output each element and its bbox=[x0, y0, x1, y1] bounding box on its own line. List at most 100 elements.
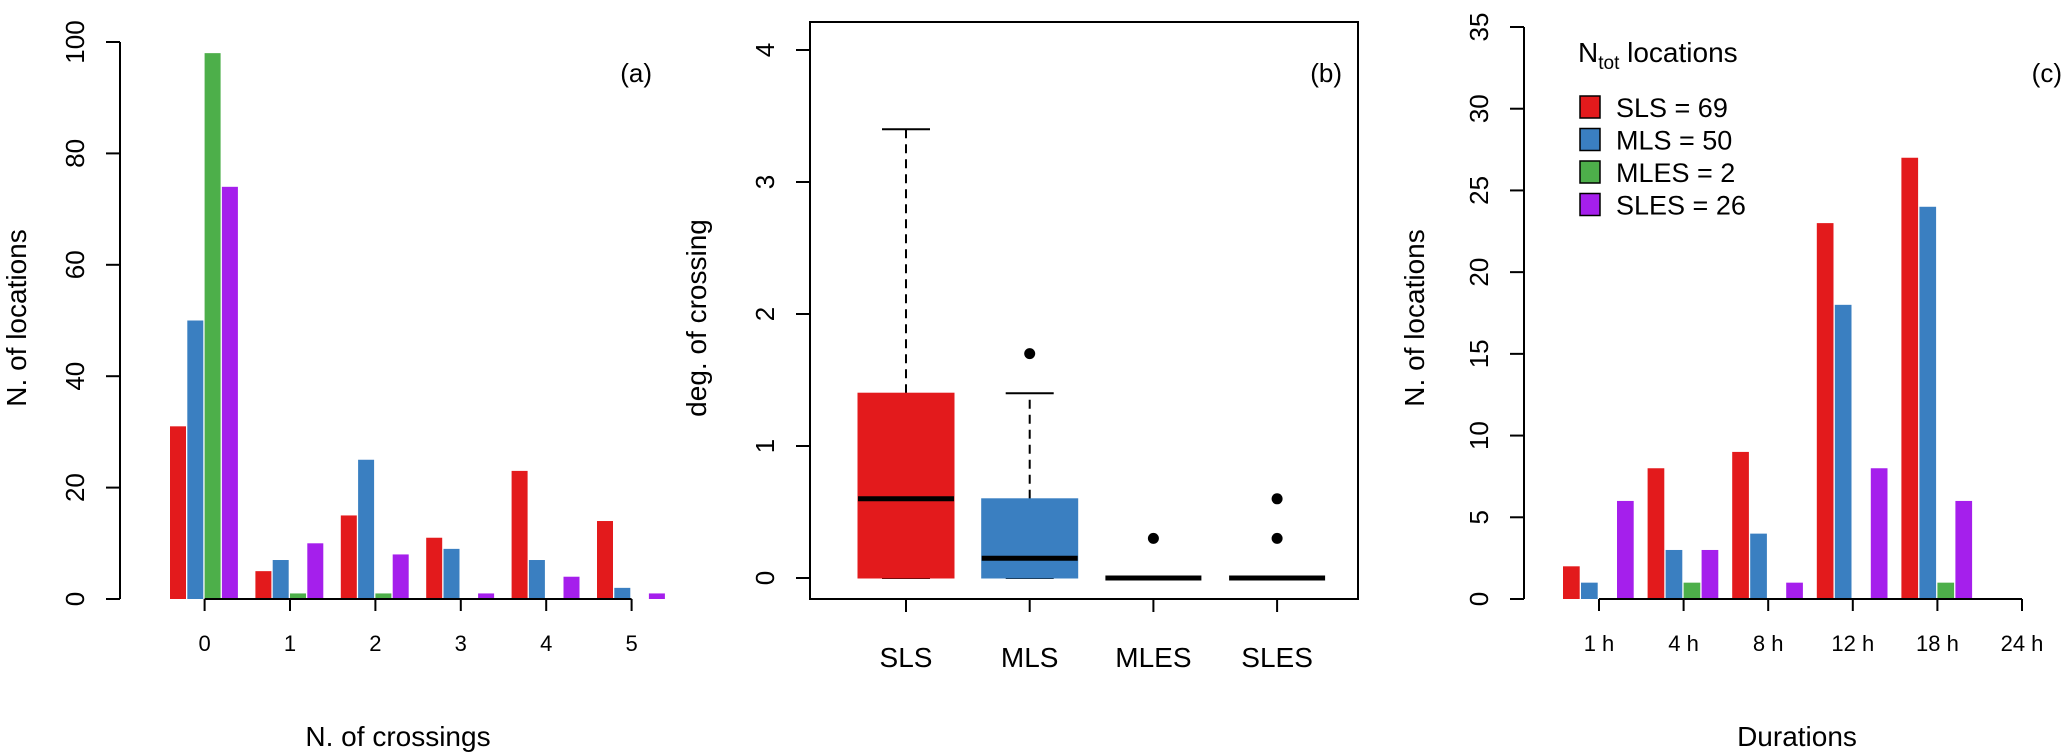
panel-a-bar-mls bbox=[272, 560, 289, 599]
panel-b-box-mls bbox=[981, 498, 1079, 579]
panel-b-box-plot: (b) deg. of crossing 0 1 2 3 4 SLS MLS MLES SLES bbox=[681, 21, 1359, 673]
panel-c-y-tick-label: 0 bbox=[1464, 592, 1494, 606]
panel-c-y-tick-label: 15 bbox=[1464, 339, 1494, 368]
panel-c-bar-mls bbox=[1665, 549, 1683, 599]
panel-c-bar-mls bbox=[1581, 582, 1598, 599]
panel-a-bar-sls bbox=[340, 515, 357, 599]
panel-c-bar-sls bbox=[1901, 157, 1919, 599]
panel-c-bar-mles bbox=[1683, 582, 1701, 599]
panel-c-bar-mls bbox=[1750, 533, 1767, 599]
panel-a-bar-sls bbox=[170, 426, 186, 599]
panel-a-bar-sles bbox=[478, 593, 495, 599]
panel-a-x-tick-label: 1 bbox=[284, 631, 296, 656]
panel-a-y-tick-label: 100 bbox=[60, 20, 90, 63]
panel-c-bar-sles bbox=[1617, 500, 1634, 599]
panel-a-x-tick-label: 5 bbox=[625, 631, 637, 656]
panel-c-bar-sles bbox=[1870, 468, 1888, 599]
panel-c-y-tick-label: 35 bbox=[1464, 13, 1494, 42]
panel-c-bar-sls bbox=[1732, 451, 1749, 599]
panel-c-x-tick-label: 1 h bbox=[1584, 631, 1615, 656]
panel-a-bar-mles bbox=[290, 593, 306, 599]
panel-c-bar-mles bbox=[1937, 582, 1955, 599]
legend-swatch-mls bbox=[1579, 127, 1601, 152]
panel-b-x-tick-label: SLS bbox=[880, 642, 933, 673]
legend-swatch-mles bbox=[1579, 160, 1601, 184]
panel-a-bar-mls bbox=[614, 587, 631, 599]
panel-a-bar-sls bbox=[426, 537, 443, 599]
legend-title-rest: locations bbox=[1619, 37, 1737, 68]
panel-a-bar-sls bbox=[597, 521, 613, 599]
panel-a-y-tick-label: 0 bbox=[60, 592, 90, 606]
legend-title-subscript: tot bbox=[1598, 53, 1620, 74]
panel-c-bar-sles bbox=[1786, 582, 1803, 599]
panel-a-ylabel: N. of locations bbox=[1, 229, 32, 406]
panel-c-bar-sls bbox=[1563, 566, 1580, 599]
panel-a-bar-mls bbox=[187, 320, 204, 599]
panel-a-bar-mls bbox=[358, 459, 375, 599]
panel-c-x-tick-label: 18 h bbox=[1916, 631, 1959, 656]
panel-a-bar-sles bbox=[307, 543, 324, 599]
panel-b-outlier-sles bbox=[1271, 493, 1283, 505]
panel-c-y-tick-label: 30 bbox=[1464, 94, 1494, 123]
panel-c-bar-chart: (c) Durations N. of locations Ntot locat… bbox=[1399, 13, 2062, 752]
legend-swatch-sls bbox=[1579, 95, 1601, 119]
panel-c-bar-sles bbox=[1701, 549, 1719, 599]
panel-c-y-tick-label: 20 bbox=[1464, 258, 1494, 287]
legend-label-mls: MLS = 50 bbox=[1616, 126, 1732, 156]
panel-c-bar-mls bbox=[1834, 304, 1852, 599]
panel-b-y-tick-label: 2 bbox=[750, 307, 780, 321]
panel-c-x-tick-label: 24 h bbox=[2001, 631, 2044, 656]
panel-b-ylabel: deg. of crossing bbox=[681, 219, 712, 417]
panel-a-x-tick-label: 4 bbox=[540, 631, 552, 656]
panel-a-y-tick-label: 80 bbox=[60, 139, 90, 168]
panel-a-label: (a) bbox=[620, 58, 652, 88]
panel-c-y-tick-label: 10 bbox=[1464, 421, 1494, 450]
panel-c-bar-sles bbox=[1955, 500, 1973, 599]
panel-c-x-tick-label: 12 h bbox=[1831, 631, 1874, 656]
panel-b-outlier-sles bbox=[1271, 532, 1283, 544]
panel-b-y-tick-label: 1 bbox=[750, 439, 780, 453]
legend-label-sles: SLES = 26 bbox=[1616, 191, 1746, 221]
panel-b-x-tick-label: SLES bbox=[1241, 642, 1313, 673]
panel-c-x-tick-label: 4 h bbox=[1668, 631, 1699, 656]
panel-c-y-tick-label: 25 bbox=[1464, 176, 1494, 205]
panel-b-x-tick-label: MLS bbox=[1001, 642, 1059, 673]
panel-a-bar-sles bbox=[648, 593, 665, 599]
panel-c-xlabel: Durations bbox=[1737, 721, 1857, 752]
panel-a-y-tick-label: 60 bbox=[60, 250, 90, 279]
panel-c-ylabel: N. of locations bbox=[1399, 229, 1430, 406]
panel-c-bar-sls bbox=[1647, 468, 1665, 599]
panel-b-y-tick-label: 3 bbox=[750, 175, 780, 189]
panel-a-bar-sles bbox=[221, 186, 238, 599]
legend-swatch-sles bbox=[1579, 192, 1601, 217]
panel-b-outlier-mls bbox=[1024, 348, 1036, 360]
panel-a-bar-sles bbox=[392, 554, 409, 599]
panel-a-y-tick-label: 40 bbox=[60, 362, 90, 391]
panel-a-bar-chart: (a) N. of crossings N. of locations 0 20 4… bbox=[1, 20, 665, 752]
panel-a-xlabel: N. of crossings bbox=[305, 721, 490, 752]
panel-a-bar-mls bbox=[528, 560, 545, 599]
panel-a-bar-mls bbox=[443, 548, 460, 599]
panel-b-x-tick-label: MLES bbox=[1115, 642, 1191, 673]
panel-c-x-tick-label: 8 h bbox=[1753, 631, 1784, 656]
legend-title-main: N bbox=[1578, 37, 1598, 68]
panel-b-label: (b) bbox=[1310, 58, 1342, 88]
legend-title: Ntot locations bbox=[1578, 37, 1738, 74]
legend-label-mles: MLES = 2 bbox=[1616, 158, 1735, 188]
panel-c-bar-mls bbox=[1919, 206, 1937, 599]
panel-a-bar-sls bbox=[511, 470, 528, 599]
panel-c-y-tick-label: 5 bbox=[1464, 510, 1494, 524]
panel-b-outlier-mles bbox=[1147, 532, 1159, 544]
legend-label-sls: SLS = 69 bbox=[1616, 93, 1728, 123]
panel-a-bar-sles bbox=[563, 576, 580, 599]
panel-a-x-tick-label: 3 bbox=[455, 631, 467, 656]
panel-a-y-tick-label: 20 bbox=[60, 473, 90, 502]
panel-a-x-tick-label: 0 bbox=[198, 631, 210, 656]
panel-a-bar-mles bbox=[375, 593, 392, 599]
panel-c-bar-sls bbox=[1816, 223, 1834, 599]
panel-b-y-tick-label: 4 bbox=[750, 43, 780, 57]
panel-a-bar-sls bbox=[255, 571, 272, 599]
panel-b-y-tick-label: 0 bbox=[750, 571, 780, 585]
